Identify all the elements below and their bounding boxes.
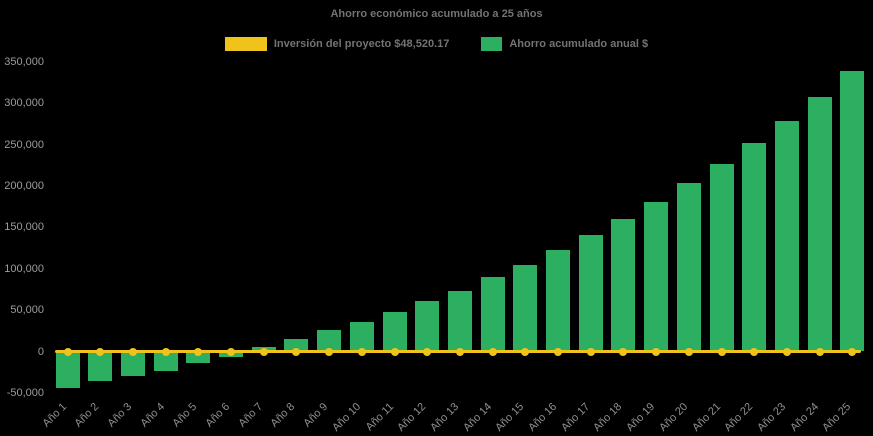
investment-line-marker — [259, 347, 268, 356]
investment-line-marker — [586, 347, 595, 356]
investment-line-marker — [357, 347, 366, 356]
savings-bar-año-24 — [807, 96, 832, 352]
chart-title: Ahorro económico acumulado a 25 años — [330, 8, 543, 20]
investment-line-marker — [619, 347, 628, 356]
investment-line-marker — [390, 347, 399, 356]
investment-line-marker — [325, 347, 334, 356]
savings-bar-año-18 — [611, 219, 636, 352]
y-axis-tick-label: 0 — [37, 345, 44, 358]
investment-line-marker — [194, 347, 203, 356]
savings-bar-año-25 — [840, 71, 865, 352]
legend-label-investment: Inversión del proyecto $48,520.17 — [273, 38, 450, 50]
investment-line-marker — [292, 347, 301, 356]
investment-line-marker — [848, 347, 857, 356]
legend-item-investment: Inversión del proyecto $48,520.17 — [224, 37, 450, 51]
investment-line-marker — [521, 347, 530, 356]
savings-bar-año-21 — [709, 163, 734, 352]
savings-bar-año-13 — [447, 290, 472, 352]
savings-bar-año-16 — [546, 250, 570, 352]
y-axis-tick-label: 200,000 — [4, 180, 44, 193]
legend-label-savings: Ahorro acumulado anual $ — [509, 38, 649, 50]
investment-line-marker — [488, 347, 497, 356]
savings-bar-año-22 — [742, 143, 767, 352]
investment-line-marker — [227, 347, 235, 356]
legend-swatch-savings-bar — [481, 37, 503, 51]
legend-item-savings: Ahorro acumulado anual $ — [481, 37, 648, 51]
y-axis-tick-label: 50,000 — [10, 304, 44, 317]
investment-line-marker — [554, 347, 562, 356]
investment-line-marker — [652, 347, 661, 356]
investment-line-marker — [63, 347, 72, 356]
savings-bar-año-23 — [774, 121, 799, 352]
savings-bar-año-20 — [676, 182, 701, 352]
y-axis-tick-label: 350,000 — [4, 56, 44, 68]
investment-line-marker — [782, 347, 791, 356]
savings-bar-año-17 — [578, 235, 603, 352]
savings-bar-año-4 — [153, 351, 178, 372]
savings-bar-año-10 — [349, 321, 374, 352]
savings-bar-año-14 — [480, 277, 505, 352]
investment-line-marker — [750, 347, 759, 356]
savings-bar-año-5 — [186, 351, 211, 364]
y-axis-tick-label: 250,000 — [4, 138, 44, 151]
savings-bar-año-3 — [120, 351, 145, 377]
savings-bar-año-8 — [284, 338, 309, 352]
y-axis-tick-label: -50,000 — [6, 386, 44, 399]
investment-line-marker — [815, 347, 824, 356]
y-axis-tick-label: 300,000 — [4, 97, 44, 110]
savings-bar-año-12 — [415, 301, 440, 352]
savings-bar-año-11 — [382, 312, 407, 352]
investment-line-marker — [684, 347, 693, 356]
legend-swatch-investment-line — [224, 37, 267, 51]
savings-bar-año-15 — [513, 264, 538, 352]
investment-line-marker — [161, 347, 170, 356]
chart-legend: Inversión del proyecto $48,520.17 Ahorro… — [0, 36, 873, 52]
investment-line-marker — [455, 347, 464, 356]
savings-bar-año-1 — [55, 351, 80, 389]
investment-line-marker — [96, 347, 105, 356]
savings-bar-año-9 — [317, 329, 342, 352]
y-axis-tick-label: 150,000 — [4, 221, 44, 234]
investment-line-marker — [717, 347, 726, 356]
investment-line-marker — [128, 347, 137, 356]
savings-bar-año-2 — [88, 351, 113, 382]
investment-line-marker — [423, 347, 432, 356]
y-axis-tick-label: 100,000 — [4, 262, 44, 275]
savings-bar-año-19 — [644, 202, 669, 352]
